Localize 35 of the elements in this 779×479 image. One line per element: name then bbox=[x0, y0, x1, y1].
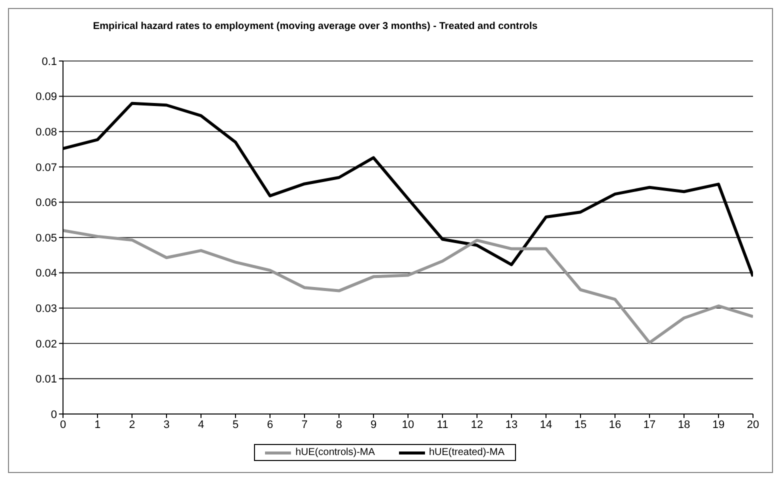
legend-label: hUE(treated)-MA bbox=[428, 447, 505, 458]
y-tick-label: 0.04 bbox=[36, 268, 57, 280]
x-tick-label: 18 bbox=[678, 418, 690, 431]
y-tick-label: 0.01 bbox=[36, 374, 57, 386]
x-tick-label: 14 bbox=[540, 418, 552, 431]
x-tick-label: 4 bbox=[198, 418, 204, 431]
y-tick-label: 0.06 bbox=[36, 197, 57, 210]
x-tick-label: 9 bbox=[370, 418, 377, 431]
y-tick-label: 0.1 bbox=[42, 56, 57, 68]
x-tick-label: 20 bbox=[746, 418, 760, 431]
x-tick-label: 7 bbox=[301, 418, 308, 431]
x-tick-label: 13 bbox=[505, 418, 518, 431]
y-tick-label: 0.08 bbox=[36, 126, 57, 139]
chart-title: Empirical hazard rates to employment (moving average over 3 months) - Treated and controls bbox=[93, 21, 538, 32]
y-tick-label: 0.07 bbox=[36, 162, 57, 174]
y-tick-label: 0.09 bbox=[36, 91, 57, 104]
x-tick-label: 8 bbox=[336, 418, 342, 431]
y-tick-label: 0.02 bbox=[36, 338, 57, 350]
x-tick-label: 0 bbox=[60, 418, 66, 431]
y-tick-label: 0 bbox=[50, 408, 57, 421]
y-tick-label: 0.03 bbox=[36, 303, 57, 316]
x-tick-label: 15 bbox=[574, 418, 587, 431]
x-tick-label: 10 bbox=[402, 418, 414, 431]
x-tick-label: 6 bbox=[266, 418, 274, 431]
x-tick-label: 12 bbox=[470, 418, 484, 431]
y-tick-label: 0.05 bbox=[36, 232, 57, 244]
x-tick-label: 5 bbox=[232, 418, 239, 431]
x-tick-label: 11 bbox=[436, 418, 448, 431]
x-tick-label: 3 bbox=[163, 418, 170, 431]
legend-label: hUE(controls)-MA bbox=[295, 447, 375, 458]
x-tick-label: 2 bbox=[128, 418, 136, 431]
x-tick-label: 16 bbox=[608, 418, 622, 431]
x-tick-label: 19 bbox=[712, 418, 725, 431]
x-tick-label: 17 bbox=[643, 418, 656, 431]
x-tick-label: 1 bbox=[94, 418, 101, 431]
